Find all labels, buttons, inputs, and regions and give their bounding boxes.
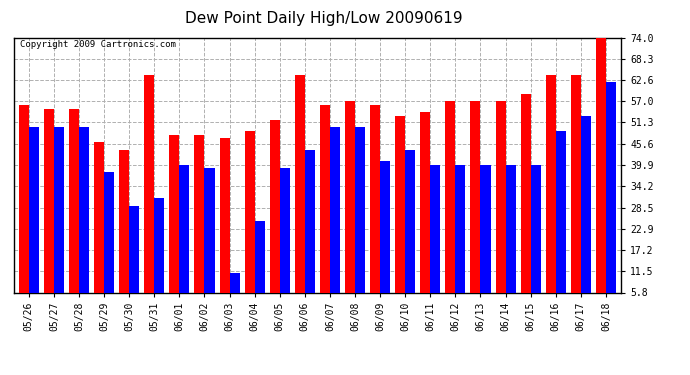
Bar bbox=[219, 138, 230, 314]
Bar bbox=[44, 108, 54, 314]
Bar bbox=[506, 165, 515, 314]
Bar bbox=[129, 206, 139, 314]
Bar bbox=[521, 94, 531, 314]
Bar bbox=[480, 165, 491, 314]
Bar bbox=[29, 127, 39, 314]
Bar bbox=[546, 75, 555, 314]
Bar bbox=[305, 150, 315, 314]
Bar bbox=[405, 150, 415, 314]
Bar bbox=[380, 161, 390, 314]
Bar bbox=[420, 112, 431, 314]
Bar bbox=[54, 127, 64, 314]
Bar bbox=[204, 168, 215, 314]
Bar bbox=[179, 165, 190, 314]
Bar bbox=[94, 142, 104, 314]
Bar bbox=[119, 150, 129, 314]
Bar bbox=[230, 273, 239, 314]
Bar bbox=[279, 168, 290, 314]
Bar bbox=[79, 127, 89, 314]
Bar bbox=[155, 198, 164, 314]
Bar bbox=[431, 165, 440, 314]
Bar bbox=[195, 135, 204, 314]
Text: Copyright 2009 Cartronics.com: Copyright 2009 Cartronics.com bbox=[20, 40, 176, 49]
Bar bbox=[19, 105, 29, 314]
Bar bbox=[495, 101, 506, 314]
Bar bbox=[345, 101, 355, 314]
Bar bbox=[445, 101, 455, 314]
Bar bbox=[255, 221, 265, 314]
Bar bbox=[355, 127, 365, 314]
Bar bbox=[270, 120, 279, 314]
Bar bbox=[581, 116, 591, 314]
Bar bbox=[245, 131, 255, 314]
Bar bbox=[471, 101, 480, 314]
Bar bbox=[571, 75, 581, 314]
Bar bbox=[144, 75, 155, 314]
Bar bbox=[295, 75, 305, 314]
Bar bbox=[555, 131, 566, 314]
Bar bbox=[455, 165, 466, 314]
Bar bbox=[320, 105, 330, 314]
Bar bbox=[69, 108, 79, 314]
Bar bbox=[104, 172, 114, 314]
Bar bbox=[370, 105, 380, 314]
Bar bbox=[531, 165, 541, 314]
Bar bbox=[596, 38, 606, 314]
Text: Dew Point Daily High/Low 20090619: Dew Point Daily High/Low 20090619 bbox=[186, 11, 463, 26]
Bar bbox=[330, 127, 340, 314]
Bar bbox=[395, 116, 405, 314]
Bar bbox=[606, 82, 616, 314]
Bar bbox=[169, 135, 179, 314]
